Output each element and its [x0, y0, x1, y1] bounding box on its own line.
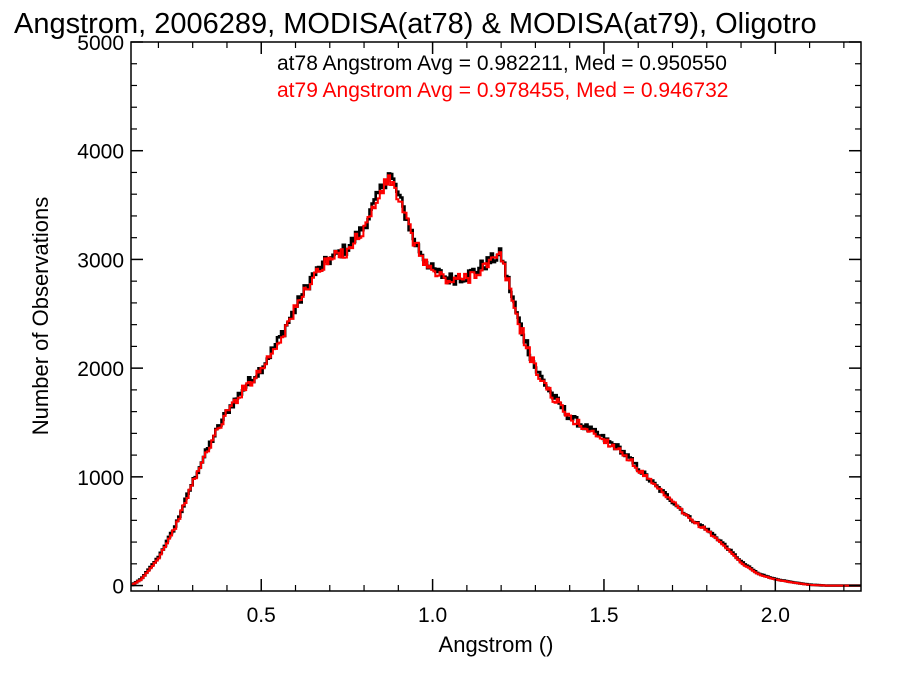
ticks-layer: 0.5 1.0 1.5 2.0 0 1000 2000 3000 4000 5000 [77, 32, 861, 627]
plot-frame [130, 41, 862, 592]
x-axis-label: Angstrom () [439, 632, 554, 657]
x-tick-label: 1.5 [589, 604, 618, 627]
annotation-at78: at78 Angstrom Avg = 0.982211, Med = 0.95… [277, 52, 727, 75]
y-tick-label: 5000 [77, 32, 124, 55]
x-tick-label: 0.5 [247, 604, 276, 627]
series-layer [131, 172, 861, 587]
y-axis-label: Number of Observations [28, 197, 53, 435]
series-line-at78 [131, 172, 861, 587]
series-line-at79 [131, 174, 861, 587]
chart-title: Angstrom, 2006289, MODISA(at78) & MODISA… [14, 8, 817, 40]
y-tick-label: 2000 [77, 358, 124, 381]
y-tick-label: 3000 [77, 249, 124, 272]
x-tick-label: 1.0 [418, 604, 447, 627]
y-tick-label: 0 [112, 576, 124, 599]
annotation-at79: at79 Angstrom Avg = 0.978455, Med = 0.94… [277, 79, 728, 102]
x-tick-label: 2.0 [761, 604, 790, 627]
y-tick-label: 4000 [77, 141, 124, 164]
y-tick-label: 1000 [77, 467, 124, 490]
